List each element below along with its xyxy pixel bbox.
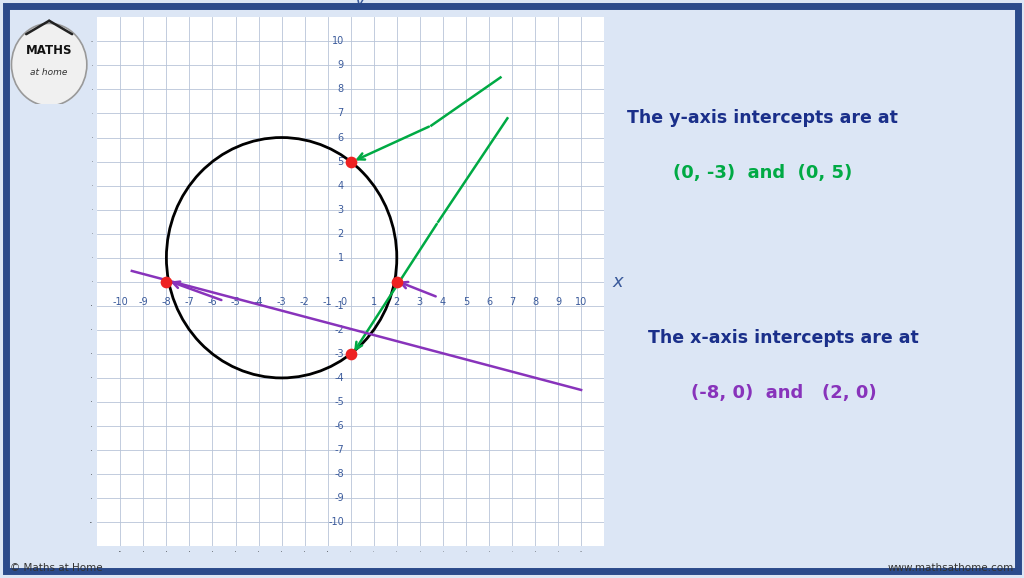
- Text: 5: 5: [338, 157, 344, 166]
- Text: x: x: [612, 273, 624, 291]
- Text: 6: 6: [338, 132, 344, 143]
- Text: www.mathsathome.com: www.mathsathome.com: [888, 564, 1014, 573]
- Point: [342, 349, 359, 358]
- Text: -3: -3: [334, 349, 344, 359]
- Text: 7: 7: [509, 298, 515, 307]
- Text: -4: -4: [254, 298, 263, 307]
- Text: 1: 1: [371, 298, 377, 307]
- Point: [159, 277, 175, 286]
- Text: 7: 7: [338, 109, 344, 118]
- Text: -8: -8: [162, 298, 171, 307]
- Text: -8: -8: [334, 469, 344, 479]
- Text: 3: 3: [338, 205, 344, 214]
- Text: 8: 8: [338, 84, 344, 94]
- Text: 4: 4: [440, 298, 445, 307]
- Text: -9: -9: [138, 298, 148, 307]
- Text: -2: -2: [300, 298, 309, 307]
- Text: -4: -4: [334, 373, 344, 383]
- Text: -5: -5: [334, 397, 344, 407]
- Text: The x-axis intercepts are at: The x-axis intercepts are at: [648, 329, 919, 347]
- Text: 10: 10: [575, 298, 587, 307]
- Text: 0: 0: [340, 298, 346, 307]
- Text: -7: -7: [334, 445, 344, 455]
- Text: -2: -2: [334, 325, 344, 335]
- Text: © Maths at Home: © Maths at Home: [10, 564, 102, 573]
- Text: (-8, 0)  and   (2, 0): (-8, 0) and (2, 0): [690, 384, 877, 402]
- Text: -3: -3: [276, 298, 287, 307]
- Text: -9: -9: [334, 493, 344, 503]
- Text: -1: -1: [334, 301, 344, 311]
- Text: 3: 3: [417, 298, 423, 307]
- Text: -1: -1: [323, 298, 333, 307]
- Text: -10: -10: [328, 517, 344, 527]
- Text: 10: 10: [332, 36, 344, 46]
- Text: 9: 9: [338, 61, 344, 71]
- Text: (0, -3)  and  (0, 5): (0, -3) and (0, 5): [673, 164, 853, 183]
- Text: 1: 1: [338, 253, 344, 263]
- Text: -6: -6: [334, 421, 344, 431]
- Text: -10: -10: [113, 298, 128, 307]
- Circle shape: [11, 23, 87, 106]
- Text: y: y: [354, 0, 366, 10]
- Text: 4: 4: [338, 180, 344, 191]
- Point: [389, 277, 406, 286]
- Text: -6: -6: [208, 298, 217, 307]
- Text: 5: 5: [463, 298, 469, 307]
- Text: 2: 2: [338, 229, 344, 239]
- Text: The y-axis intercepts are at: The y-axis intercepts are at: [628, 109, 898, 128]
- Text: 9: 9: [555, 298, 561, 307]
- Text: -7: -7: [184, 298, 195, 307]
- Text: MATHS: MATHS: [26, 44, 73, 57]
- Text: 8: 8: [532, 298, 538, 307]
- Point: [342, 157, 359, 166]
- Text: -5: -5: [230, 298, 241, 307]
- Text: 6: 6: [486, 298, 492, 307]
- Text: at home: at home: [31, 68, 68, 77]
- Text: 2: 2: [393, 298, 400, 307]
